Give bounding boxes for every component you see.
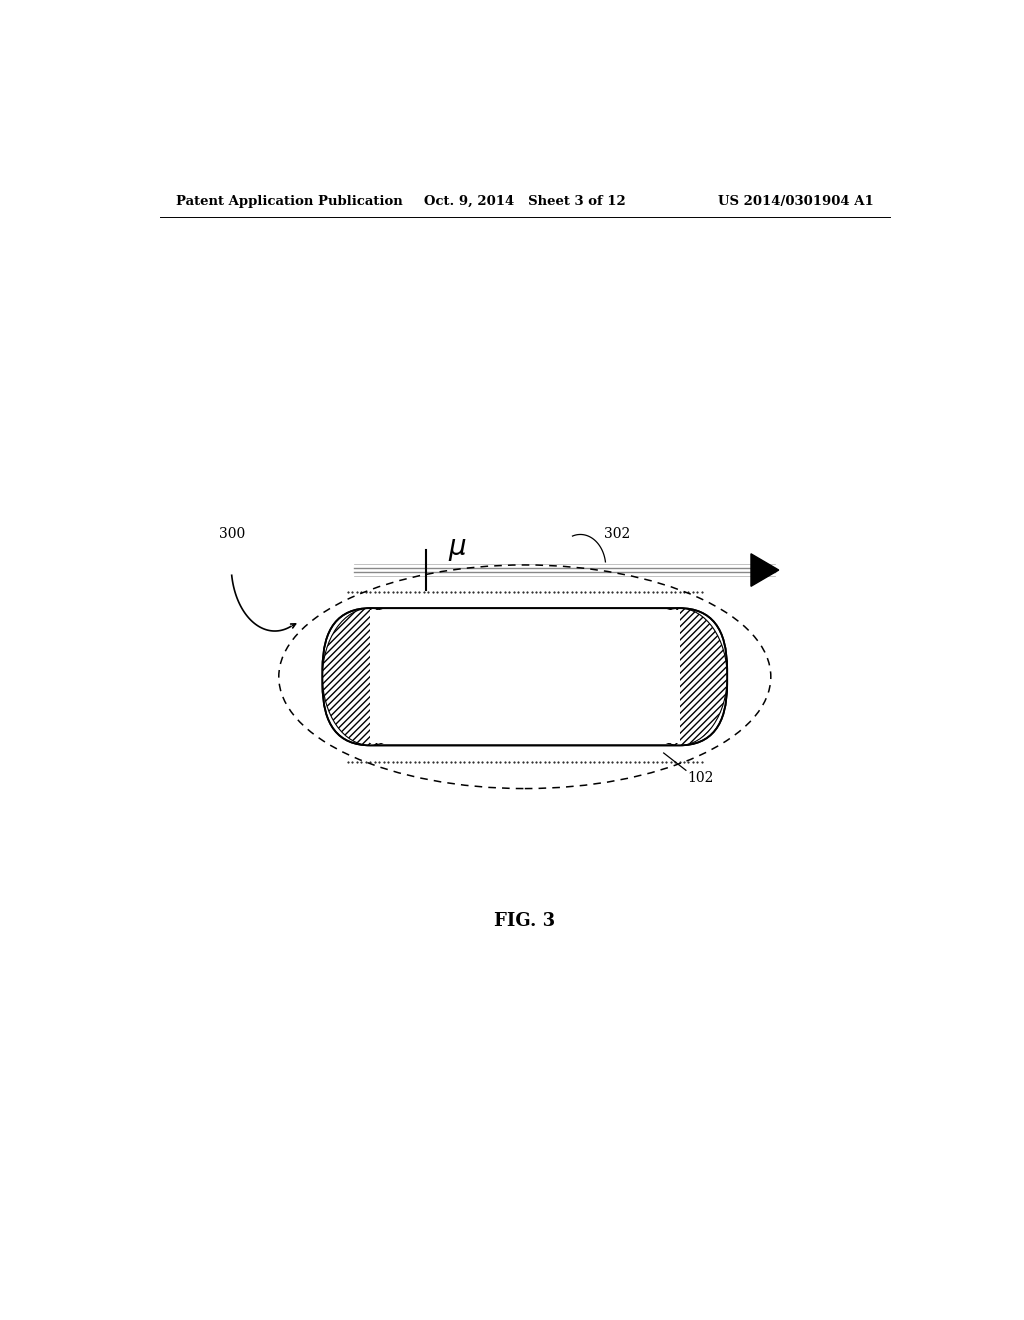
Bar xyxy=(370,610,680,743)
Text: 302: 302 xyxy=(604,528,631,541)
Text: 102: 102 xyxy=(687,771,714,785)
Text: US 2014/0301904 A1: US 2014/0301904 A1 xyxy=(718,194,873,207)
Text: 300: 300 xyxy=(219,528,246,541)
Text: FIG. 3: FIG. 3 xyxy=(495,912,555,929)
Text: μ: μ xyxy=(449,533,466,561)
Text: Patent Application Publication: Patent Application Publication xyxy=(176,194,402,207)
Text: Oct. 9, 2014   Sheet 3 of 12: Oct. 9, 2014 Sheet 3 of 12 xyxy=(424,194,626,207)
Ellipse shape xyxy=(632,609,727,746)
Polygon shape xyxy=(751,554,778,586)
Ellipse shape xyxy=(323,609,418,746)
FancyBboxPatch shape xyxy=(323,609,727,746)
